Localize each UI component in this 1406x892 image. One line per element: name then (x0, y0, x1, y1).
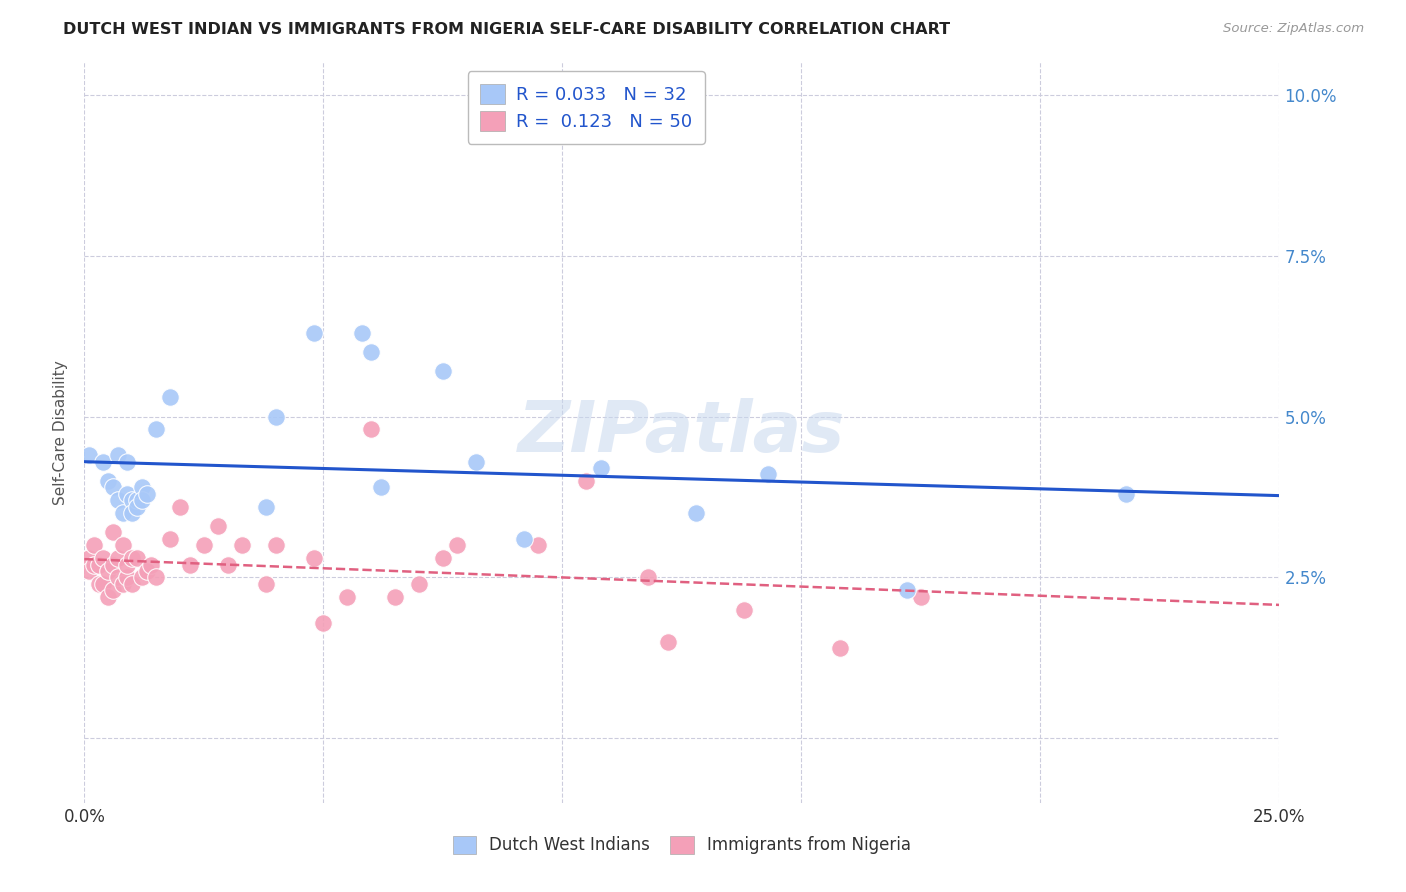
Point (125, 500, 148, 514)
Text: Source: ZipAtlas.com: Source: ZipAtlas.com (1223, 22, 1364, 36)
Point (101, 525, 124, 540)
Text: DUTCH WEST INDIAN VS IMMIGRANTS FROM NIGERIA SELF-CARE DISABILITY CORRELATION CH: DUTCH WEST INDIAN VS IMMIGRANTS FROM NIG… (63, 22, 950, 37)
Point (131, 480, 153, 494)
Point (117, 454, 139, 468)
Point (121, 506, 143, 520)
Point (446, 538, 468, 552)
Point (131, 493, 153, 508)
Point (575, 474, 598, 488)
Point (83, 558, 105, 572)
Point (264, 538, 287, 552)
Point (384, 590, 406, 604)
Point (637, 570, 659, 584)
Point (733, 602, 755, 616)
Point (159, 390, 181, 404)
Point (193, 538, 215, 552)
Point (432, 551, 454, 566)
Point (302, 326, 325, 340)
Text: ZIPatlas: ZIPatlas (519, 398, 845, 467)
Point (159, 532, 181, 546)
Point (135, 487, 157, 501)
Point (370, 480, 392, 494)
Point (97, 564, 120, 578)
Point (93, 454, 115, 468)
Point (432, 364, 454, 378)
Point (141, 558, 163, 572)
Point (527, 538, 550, 552)
Point (350, 326, 373, 340)
Point (111, 577, 134, 591)
Point (131, 570, 153, 584)
Point (107, 448, 129, 462)
Point (1115, 487, 1137, 501)
Point (101, 480, 124, 494)
Point (336, 590, 359, 604)
Point (465, 454, 488, 468)
Point (360, 345, 382, 359)
Point (117, 487, 139, 501)
Point (360, 422, 382, 436)
Point (179, 558, 201, 572)
Point (77, 448, 100, 462)
Point (828, 641, 851, 656)
Point (83, 538, 105, 552)
Point (312, 615, 335, 630)
Point (169, 500, 191, 514)
Point (117, 558, 139, 572)
Point (135, 564, 157, 578)
Point (589, 461, 612, 475)
Point (121, 551, 143, 566)
Point (145, 570, 167, 584)
Point (302, 551, 325, 566)
Point (685, 506, 707, 520)
Point (101, 558, 124, 572)
Point (93, 577, 115, 591)
Point (111, 506, 134, 520)
Point (97, 590, 120, 604)
Point (111, 538, 134, 552)
Point (107, 493, 129, 508)
Y-axis label: Self-Care Disability: Self-Care Disability (53, 360, 69, 505)
Point (896, 583, 918, 598)
Point (117, 570, 139, 584)
Point (101, 583, 124, 598)
Point (121, 493, 143, 508)
Point (207, 519, 229, 533)
Point (77, 551, 100, 566)
Point (217, 558, 239, 572)
Point (93, 551, 115, 566)
Point (408, 577, 430, 591)
Point (231, 538, 253, 552)
Point (107, 570, 129, 584)
Point (145, 422, 167, 436)
Point (125, 493, 148, 508)
Point (107, 551, 129, 566)
Legend: Dutch West Indians, Immigrants from Nigeria: Dutch West Indians, Immigrants from Nige… (446, 829, 918, 861)
Point (254, 577, 277, 591)
Point (97, 474, 120, 488)
Point (254, 500, 277, 514)
Point (513, 532, 536, 546)
Point (77, 564, 100, 578)
Point (87, 577, 110, 591)
Point (657, 635, 679, 649)
Point (910, 590, 932, 604)
Point (264, 409, 287, 424)
Point (87, 558, 110, 572)
Point (756, 467, 779, 482)
Point (125, 551, 148, 566)
Point (121, 577, 143, 591)
